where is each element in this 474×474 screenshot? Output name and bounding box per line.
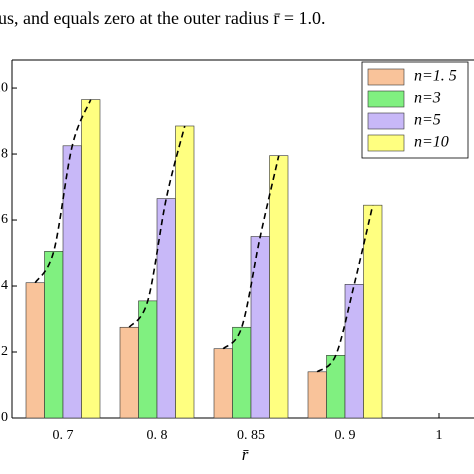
x-tick-label: 0. 7 — [53, 428, 74, 443]
bar — [250, 236, 270, 419]
legend-swatch — [367, 134, 405, 152]
bar — [344, 284, 364, 419]
legend-label: n=5 — [414, 112, 441, 129]
trend-curve — [34, 99, 92, 284]
y-tick-label: 0 — [1, 410, 8, 425]
bar — [363, 204, 383, 419]
bar — [119, 326, 139, 419]
y-tick-label: 6 — [1, 212, 8, 227]
x-tick-label: 0. 85 — [237, 428, 265, 443]
bar — [138, 300, 158, 419]
bar — [25, 282, 45, 419]
bar — [44, 251, 64, 419]
trend-curve — [316, 204, 374, 373]
bar — [269, 155, 289, 419]
trend-curve — [128, 125, 186, 328]
legend-label: n=1. 5 — [414, 68, 457, 85]
y-tick-label: 2 — [1, 344, 8, 359]
x-axis-label: r̄ — [242, 445, 250, 464]
y-tick-label: 4 — [1, 278, 8, 293]
caption: us, and equals zero at the outer radius … — [0, 8, 326, 28]
x-tick-label: 0. 9 — [335, 428, 356, 443]
trend-curve — [222, 155, 280, 350]
x-tick-label: 1 — [436, 428, 443, 443]
legend-label: n=3 — [414, 90, 441, 107]
y-tick-label: 8 — [1, 146, 8, 161]
legend-swatch — [367, 90, 405, 108]
y-tick-label: 10 — [0, 80, 8, 95]
legend-swatch — [367, 112, 405, 130]
legend-swatch — [367, 68, 405, 86]
legend-label: n=10 — [414, 134, 449, 151]
bar — [81, 99, 101, 419]
bar — [213, 348, 233, 419]
bar — [307, 371, 327, 419]
x-tick-label: 0. 8 — [147, 428, 168, 443]
bar — [175, 125, 195, 419]
bar — [62, 145, 82, 419]
